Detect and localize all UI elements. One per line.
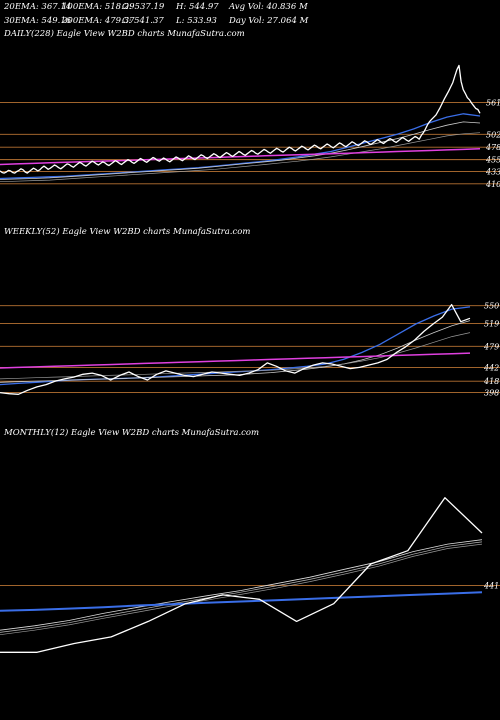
weekly-ma-line-2	[0, 320, 471, 383]
open-readout: O: 537.19	[122, 2, 165, 12]
weekly-panel-title: WEEKLY(52) Eagle View W2BD charts Munafa…	[4, 227, 251, 237]
daily-chart: 561 502 478 455 433 410	[0, 64, 500, 189]
monthly-ma-line-3	[0, 543, 483, 636]
high-readout: H: 544.97	[176, 2, 219, 12]
chart-header: 20EMA: 367.14 100EMA: 518.29 O: 537.19 H…	[4, 0, 496, 40]
daily-level-label: 410	[485, 180, 500, 189]
daily-level-label: 455	[485, 156, 500, 165]
ema200-readout: 200EMA: 479.37	[62, 16, 135, 26]
weekly-level-label: 442	[483, 363, 499, 372]
weekly-level-label: 398	[484, 389, 499, 398]
close-readout: C: 541.37	[122, 16, 164, 26]
monthly-chart: 441	[0, 497, 500, 653]
daily-level-label: 502	[486, 130, 500, 139]
monthly-ma-line-2	[0, 541, 483, 633]
day-volume-readout: Day Vol: 27.064 M	[229, 16, 309, 26]
monthly-ma-line-1	[0, 539, 483, 631]
daily-panel-title: DAILY(228) Eagle View W2BD charts Munafa…	[4, 29, 245, 39]
weekly-level-label: 418	[483, 377, 499, 386]
low-readout: L: 533.93	[176, 16, 217, 26]
weekly-ma-line-1	[0, 306, 471, 386]
weekly-chart: 550 519 479 442 418 398	[0, 302, 500, 398]
weekly-ma-line-3	[0, 332, 471, 380]
daily-level-label: 561	[486, 99, 500, 108]
daily-ma-line-2	[0, 121, 481, 180]
monthly-price-line	[0, 497, 483, 653]
avg-volume-readout: Avg Vol: 40.836 M	[229, 2, 308, 12]
daily-price-line	[0, 64, 481, 174]
ema30-readout: 30EMA: 549.16	[4, 16, 72, 26]
weekly-level-label: 519	[484, 319, 499, 328]
monthly-ma-line-4	[0, 591, 483, 612]
daily-level-label: 433	[485, 167, 500, 176]
daily-ma-line-4	[0, 148, 481, 166]
weekly-price-line	[0, 303, 471, 395]
daily-ma-line-3	[0, 132, 481, 183]
weekly-ma-line-4	[0, 352, 471, 369]
ema100-readout: 100EMA: 518.29	[62, 2, 135, 12]
daily-ma-line-1	[0, 113, 481, 180]
ema20-readout: 20EMA: 367.14	[4, 2, 72, 12]
weekly-level-label: 550	[484, 302, 499, 311]
monthly-level-label: 441	[483, 582, 499, 591]
monthly-panel-title: MONTHLY(12) Eagle View W2BD charts Munaf…	[4, 428, 260, 438]
weekly-level-label: 479	[483, 342, 499, 351]
daily-level-label: 478	[485, 143, 500, 152]
